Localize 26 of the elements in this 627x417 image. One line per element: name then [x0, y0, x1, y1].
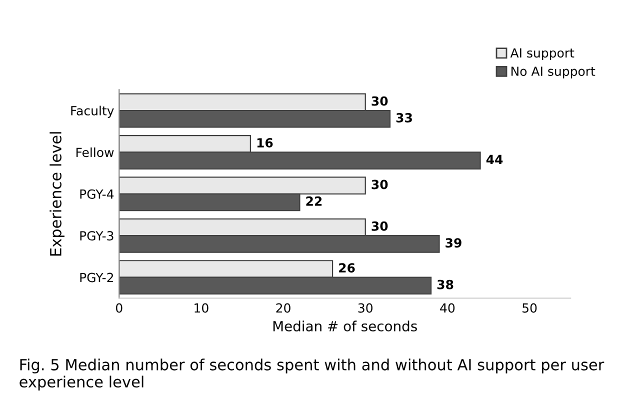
data-label: 30	[372, 221, 388, 231]
x-tick-label: 40	[440, 303, 455, 313]
data-label: 30	[372, 180, 388, 190]
y-tick-label: Fellow	[76, 147, 114, 158]
y-tick-label: PGY-4	[80, 189, 114, 199]
y-tick-label: PGY-3	[80, 231, 114, 241]
x-tick-label: 0	[116, 303, 122, 313]
caption: Fig. 5 Median number of seconds spent with and without AI support per user experience level	[20, 358, 604, 391]
x-tick-label: 30	[358, 303, 372, 313]
legend-label: No AI support	[511, 66, 596, 78]
data-label: 16	[257, 138, 273, 148]
y-tick-label: PGY-2	[80, 272, 114, 282]
y-tick-label: Faculty	[71, 106, 114, 118]
data-label: 30	[372, 96, 388, 106]
data-label: 39	[446, 238, 462, 248]
data-label: 33	[396, 113, 412, 122]
x-tick-label: 50	[522, 303, 537, 313]
data-label: 38	[437, 280, 454, 290]
x-axis-title: Median # of seconds	[273, 320, 417, 332]
x-tick-label: 10	[194, 303, 208, 313]
legend-label: AI support	[510, 48, 574, 60]
y-axis-title: Experience level	[50, 132, 64, 256]
data-label: 44	[486, 154, 503, 164]
x-tick-label: 20	[276, 303, 290, 313]
data-label: 26	[339, 263, 355, 273]
data-label: 22	[306, 196, 322, 206]
